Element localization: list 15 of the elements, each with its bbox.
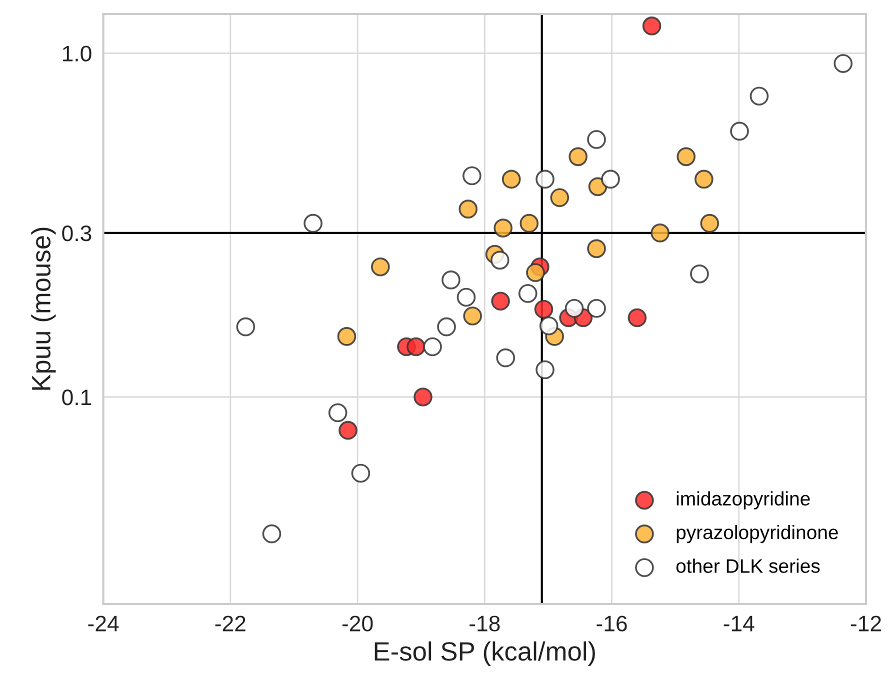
x-tick-label: -24 (88, 616, 119, 632)
y-tick-label: 0.1 (62, 390, 92, 406)
x-tick-label: -14 (724, 616, 754, 632)
x-tick-label: -18 (470, 616, 500, 632)
y-tick-label: 0.3 (62, 225, 92, 242)
legend-label: imidazopyridine (676, 491, 810, 510)
legend-label: pyrazolopyridinone (676, 524, 838, 544)
x-tick-label: -12 (850, 616, 881, 632)
y-axis-title: Kpuu (mouse) (31, 228, 56, 390)
x-axis-title: E-sol SP (kcal/mol) (374, 641, 595, 666)
legend-label: other DLK series (676, 558, 820, 573)
x-tick-label: -22 (215, 616, 246, 632)
x-tick-label: -20 (342, 616, 373, 632)
x-tick-label: -16 (596, 616, 627, 632)
y-tick-label: 1.0 (62, 46, 92, 62)
